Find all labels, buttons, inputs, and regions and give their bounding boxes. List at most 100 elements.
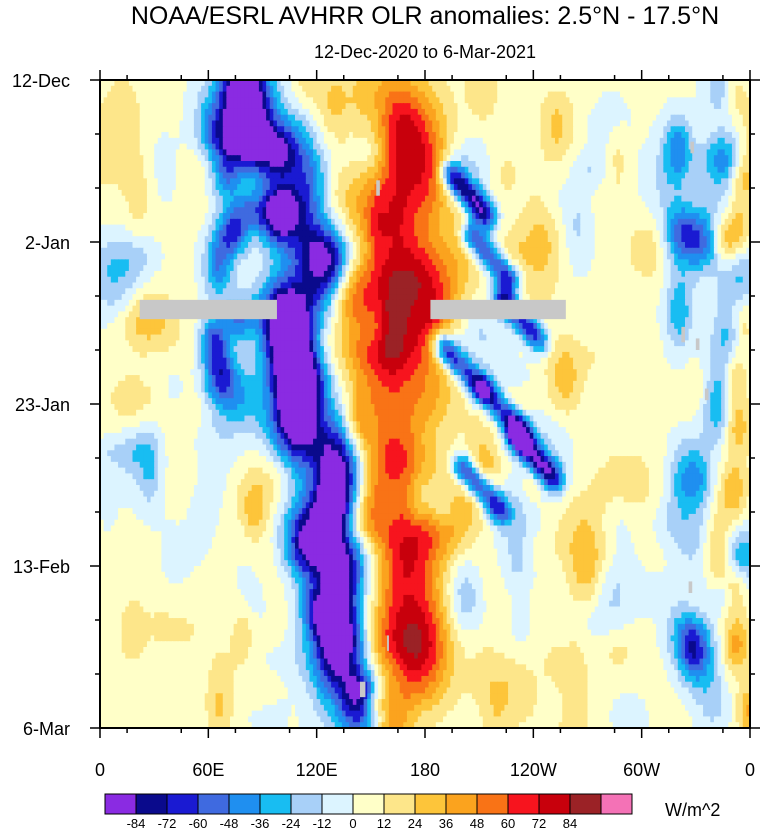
heatmap-cell — [111, 97, 115, 103]
heatmap-cell — [154, 103, 158, 109]
heatmap-cell — [335, 132, 339, 138]
heatmap-cell — [306, 126, 310, 132]
heatmap-cell — [324, 109, 328, 115]
heatmap-cell — [653, 132, 657, 138]
heatmap-cell — [681, 92, 685, 98]
heatmap-cell — [107, 109, 111, 115]
heatmap-cell — [692, 132, 696, 138]
heatmap-cell — [219, 86, 223, 92]
heatmap-cell — [194, 109, 198, 115]
heatmap-cell — [699, 115, 703, 121]
heatmap-cell — [317, 109, 321, 115]
heatmap-cell — [710, 86, 714, 92]
heatmap-cell — [403, 103, 407, 109]
heatmap-cell — [281, 138, 285, 144]
heatmap-cell — [598, 97, 602, 103]
heatmap-cell — [681, 97, 685, 103]
heatmap-cell — [393, 132, 397, 138]
heatmap-cell — [577, 97, 581, 103]
heatmap-cell — [403, 138, 407, 144]
heatmap-cell — [306, 138, 310, 144]
heatmap-cell — [681, 132, 685, 138]
heatmap-cell — [591, 103, 595, 109]
heatmap-cell — [288, 97, 292, 103]
heatmap-cell — [309, 132, 313, 138]
chart-subtitle: 12-Dec-2020 to 6-Mar-2021 — [314, 42, 536, 62]
heatmap-cell — [627, 97, 631, 103]
heatmap-cell — [443, 115, 447, 121]
heatmap-cell — [414, 103, 418, 109]
heatmap-cell — [140, 115, 144, 121]
heatmap-cell — [537, 138, 541, 144]
heatmap-cell — [403, 132, 407, 138]
heatmap-cell — [306, 92, 310, 98]
heatmap-cell — [486, 132, 490, 138]
heatmap-cell — [526, 115, 530, 121]
heatmap-cell — [194, 132, 198, 138]
heatmap-cell — [541, 126, 545, 132]
heatmap-cell — [707, 132, 711, 138]
heatmap-cell — [255, 86, 259, 92]
heatmap-cell — [259, 138, 263, 144]
heatmap-cell — [678, 86, 682, 92]
heatmap-cell — [429, 132, 433, 138]
heatmap-cell — [205, 92, 209, 98]
heatmap-cell — [277, 97, 281, 103]
heatmap-cell — [519, 126, 523, 132]
heatmap-cell — [338, 109, 342, 115]
heatmap-cell — [696, 121, 700, 127]
heatmap-cell — [450, 86, 454, 92]
heatmap-cell — [165, 92, 169, 98]
heatmap-cell — [486, 115, 490, 121]
heatmap-cell — [104, 92, 108, 98]
heatmap-cell — [490, 103, 494, 109]
heatmap-cell — [602, 86, 606, 92]
heatmap-cell — [429, 103, 433, 109]
heatmap-cell — [353, 126, 357, 132]
heatmap-cell — [241, 86, 245, 92]
heatmap-cell — [450, 97, 454, 103]
heatmap-cell — [165, 138, 169, 144]
heatmap-cell — [299, 92, 303, 98]
heatmap-cell — [606, 92, 610, 98]
heatmap-cell — [421, 121, 425, 127]
heatmap-cell — [194, 115, 198, 121]
heatmap-cell — [356, 126, 360, 132]
heatmap-cell — [566, 86, 570, 92]
heatmap-cell — [418, 86, 422, 92]
heatmap-cell — [411, 132, 415, 138]
heatmap-cell — [252, 121, 256, 127]
heatmap-cell — [468, 126, 472, 132]
heatmap-cell — [660, 109, 664, 115]
heatmap-cell — [237, 126, 241, 132]
heatmap-cell — [252, 86, 256, 92]
heatmap-cell — [486, 86, 490, 92]
heatmap-cell — [151, 86, 155, 92]
heatmap-cell — [595, 121, 599, 127]
heatmap-cell — [566, 97, 570, 103]
heatmap-cell — [194, 97, 198, 103]
heatmap-cell — [114, 132, 118, 138]
heatmap-cell — [418, 103, 422, 109]
heatmap-cell — [187, 138, 191, 144]
heatmap-cell — [378, 132, 382, 138]
heatmap-cell — [346, 132, 350, 138]
heatmap-cell — [161, 121, 165, 127]
heatmap-cell — [562, 126, 566, 132]
heatmap-cell — [114, 138, 118, 144]
heatmap-cell — [454, 103, 458, 109]
heatmap-cell — [562, 103, 566, 109]
heatmap-cell — [732, 115, 736, 121]
heatmap-cell — [588, 109, 592, 115]
heatmap-cell — [577, 121, 581, 127]
heatmap-cell — [519, 115, 523, 121]
heatmap-cell — [165, 109, 169, 115]
heatmap-cell — [324, 92, 328, 98]
heatmap-cell — [263, 109, 267, 115]
heatmap-cell — [555, 97, 559, 103]
heatmap-cell — [136, 132, 140, 138]
heatmap-cell — [136, 121, 140, 127]
heatmap-cell — [201, 92, 205, 98]
heatmap-cell — [299, 115, 303, 121]
heatmap-cell — [584, 92, 588, 98]
